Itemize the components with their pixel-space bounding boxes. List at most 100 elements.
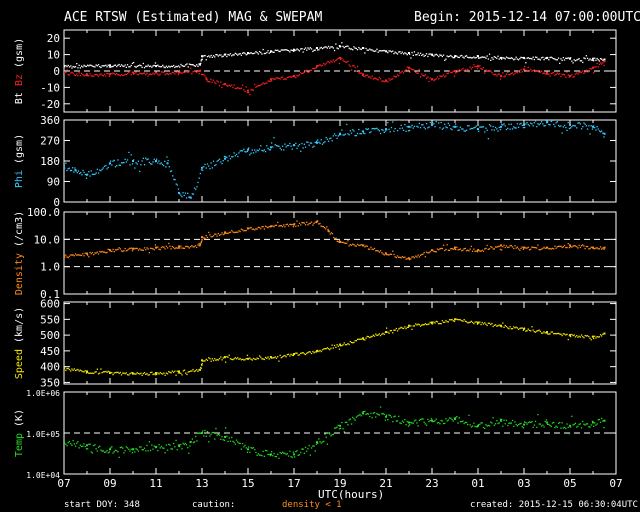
data-point [151,163,153,165]
data-point [207,81,210,83]
data-point [515,127,517,129]
data-point [507,71,509,73]
data-point [526,57,528,59]
data-value-mark [247,89,249,92]
data-point [226,356,228,358]
y-tick-label-speed: 600 [40,298,60,311]
data-point [185,71,187,73]
data-point [589,133,591,135]
data-point [235,358,238,360]
data-point [220,233,222,236]
data-point [286,453,288,455]
data-point [94,66,96,68]
data-point [492,125,494,128]
data-point [93,372,95,375]
data-point [182,192,184,194]
data-point [598,63,601,66]
data-point [550,331,552,333]
data-point [365,413,367,415]
data-point [308,351,310,353]
data-point [447,72,449,74]
data-point [384,419,387,421]
data-point [418,256,420,258]
data-point [118,456,120,458]
data-point [439,322,441,325]
data-point [544,420,546,423]
data-point [266,226,268,228]
data-point [181,247,183,249]
data-point [590,59,592,61]
data-point [310,447,313,449]
data-point [228,155,230,157]
data-point [598,418,601,421]
data-point [371,49,373,51]
data-point [166,449,169,451]
data-value-mark [155,160,157,162]
data-point [216,359,218,361]
data-point [418,324,420,326]
data-point [382,332,384,335]
data-point [336,47,338,49]
data-point [129,70,131,72]
y-axis-label-part: Phi [14,170,25,188]
data-point [211,167,213,169]
data-point [277,77,279,79]
data-point [203,73,205,76]
data-point [279,50,281,53]
data-point [164,160,166,162]
data-point [458,69,460,71]
data-point [579,423,581,425]
data-point [141,73,143,75]
data-point [105,370,107,373]
data-point [389,50,391,52]
data-point [583,423,585,425]
data-point [239,150,241,152]
data-point [562,73,564,75]
data-point [565,57,567,59]
data-point [347,45,349,47]
data-point [557,422,560,424]
data-point [273,137,275,139]
data-point [467,249,469,251]
data-point [370,336,372,338]
data-point [510,328,512,330]
data-point [376,413,378,415]
data-point [424,323,426,325]
data-point [496,246,498,248]
data-point [378,76,380,78]
data-point [76,254,78,256]
data-point [112,65,114,68]
data-point [484,72,486,74]
data-point [142,249,144,251]
data-point [394,128,396,130]
data-point [594,248,596,250]
data-point [278,360,280,362]
data-point [482,250,485,252]
data-point [358,128,360,131]
data-point [580,60,583,62]
data-value-mark [189,441,192,444]
data-point [412,422,414,424]
data-point [82,74,84,76]
data-point [344,133,347,135]
data-point [285,146,287,148]
data-point [540,332,543,334]
data-point [140,65,142,67]
data-point [73,368,75,370]
data-point [487,322,489,324]
data-point [325,228,327,230]
data-point [462,320,464,322]
data-point [488,69,491,72]
data-point [602,420,604,422]
data-point [68,74,71,76]
data-point [258,85,261,87]
data-point [66,65,68,68]
data-point [91,251,94,254]
data-point [331,344,333,346]
data-point [130,448,132,450]
data-value-mark [477,128,479,131]
data-point [554,332,556,335]
data-value-mark [224,356,226,359]
data-point [183,369,186,371]
data-point [573,125,575,127]
